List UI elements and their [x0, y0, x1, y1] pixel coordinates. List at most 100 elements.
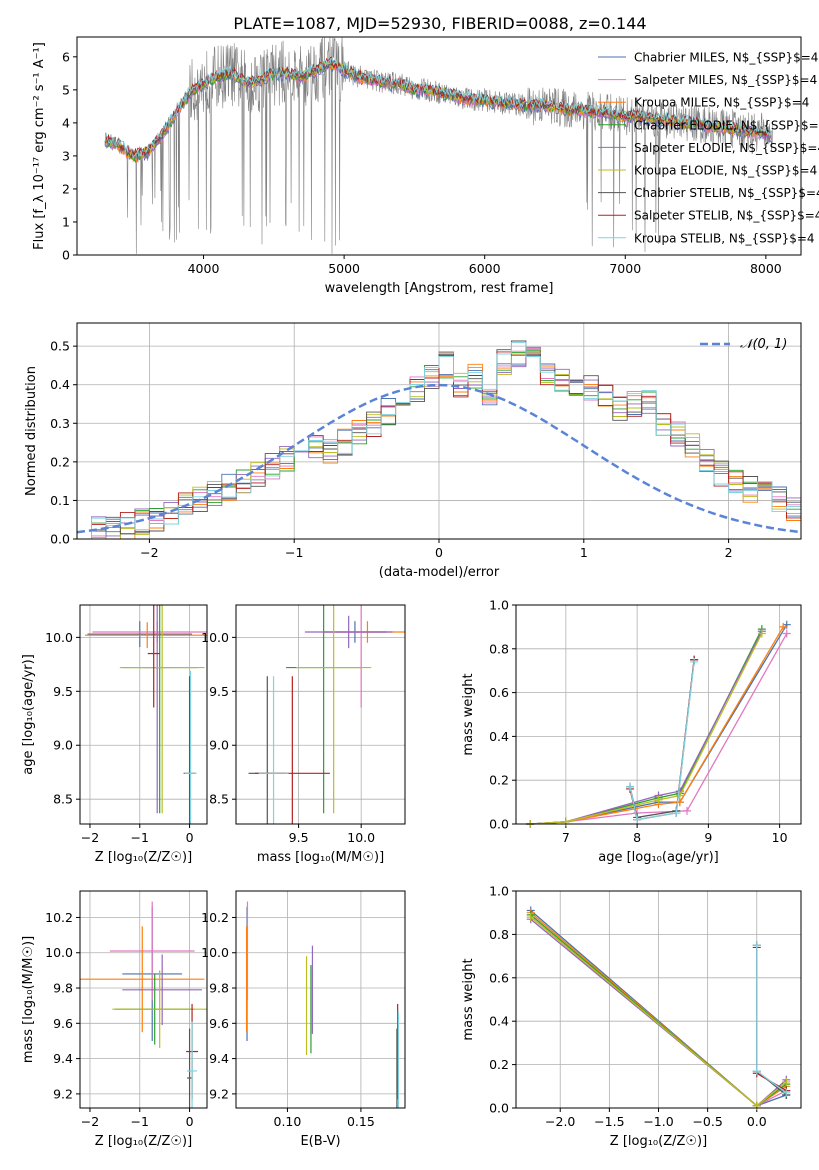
- x-tick-label: 9: [704, 830, 712, 845]
- legend-label-5: Kroupa ELODIE, N$_{SSP}$=4: [634, 164, 817, 178]
- x-axis-label: E(B-V): [300, 1134, 340, 1149]
- y-tick-label: 1: [62, 214, 70, 229]
- x-tick-label: 0: [186, 1114, 194, 1129]
- y-tick-label: 4: [62, 115, 70, 130]
- y-tick-label: 0.0: [489, 817, 509, 832]
- weight-marker: [782, 629, 791, 638]
- y-tick-label: 9.4: [209, 1051, 229, 1066]
- y-tick-label: 9.0: [53, 738, 73, 753]
- y-tick-label: 10.2: [201, 910, 229, 925]
- y-axis-label: age [log₁₀(age/yr)]: [21, 654, 36, 775]
- y-tick-label: 0.2: [50, 454, 70, 469]
- y-tick-label: 6: [62, 49, 70, 64]
- weight-marker: [752, 941, 761, 950]
- y-tick-label: 0.0: [50, 532, 70, 547]
- x-axis-label: Z [log₁₀(Z/Z☉)]: [610, 1134, 707, 1149]
- weight-line-6: [756, 945, 787, 1096]
- y-tick-label: 0.8: [489, 927, 509, 942]
- gaussian-legend-label: 𝒩(0, 1): [740, 337, 787, 352]
- panel-6: 0.10 0.15 9.2 9.4 9.6 9.8 10.0 10.2 E(B-V): [201, 890, 406, 1149]
- y-tick-label: 0.1: [50, 493, 70, 508]
- y-tick-label: 0: [62, 248, 70, 263]
- y-tick-label: 1.0: [489, 598, 509, 613]
- x-tick-label: 7: [562, 830, 570, 845]
- legend-label-3: Chabrier ELODIE, N$_{SSP}$=4: [634, 118, 819, 132]
- x-tick-label: 0.0: [747, 1114, 767, 1129]
- x-tick-label: 10: [772, 830, 788, 845]
- axes-frame: [235, 604, 406, 825]
- x-tick-label: 4000: [188, 261, 220, 276]
- y-axis-label: mass weight: [461, 958, 476, 1040]
- model-spectrum-8: [104, 58, 773, 159]
- y-tick-label: 9.2: [209, 1086, 229, 1101]
- x-tick-label: −2: [81, 1114, 99, 1129]
- y-tick-label: 8.5: [53, 792, 73, 807]
- x-tick-label: 0.10: [274, 1114, 302, 1129]
- x-tick-label: 9.5: [289, 830, 309, 845]
- x-tick-label: 10.0: [347, 830, 375, 845]
- axes-frame: [76, 322, 802, 540]
- x-tick-label: −1.5: [594, 1114, 624, 1129]
- panel-4: 7 8 9 10 0.0 0.2 0.4 0.6 0.8 1.0 age [log₁₀(age/yr…: [461, 598, 802, 865]
- y-tick-label: 0.4: [50, 377, 70, 392]
- y-tick-label: 1.0: [489, 884, 509, 899]
- panel-1: −2 −1 0 1 2 0.0 0.1 0.2 0.3 0.4 0.5 (data-model)/er…: [24, 322, 802, 580]
- y-tick-label: 9.5: [53, 684, 73, 699]
- x-tick-label: 6000: [469, 261, 501, 276]
- residual-hist-4: [77, 351, 801, 539]
- panel-2: −2 −1 0 8.5 9.0 9.5 10.0 Z [log₁₀(Z/Z☉)] age [lo…: [21, 604, 208, 865]
- x-axis-label: wavelength [Angstrom, rest frame]: [325, 281, 554, 296]
- y-tick-label: 10.0: [45, 630, 73, 645]
- y-tick-label: 9.5: [209, 684, 229, 699]
- x-tick-label: −2.0: [545, 1114, 575, 1129]
- weight-line-8: [629, 661, 695, 821]
- x-axis-label: Z [log₁₀(Z/Z☉)]: [95, 850, 192, 865]
- weight-line-7: [756, 947, 787, 1092]
- x-axis-label: mass [log₁₀(M/M☉)]: [257, 850, 384, 865]
- y-axis-label: mass [log₁₀(M/M☉)]: [21, 936, 36, 1063]
- panel-7: −2.0 −1.5 −1.0 −0.5 0.0 0.0 0.2 0.4 0.6 0.8 1.0 Z […: [461, 884, 802, 1149]
- y-tick-label: 0.6: [489, 685, 509, 700]
- y-tick-label: 3: [62, 148, 70, 163]
- residual-hist-3: [77, 350, 801, 539]
- x-axis-label: Z [log₁₀(Z/Z☉)]: [95, 1134, 192, 1149]
- x-tick-label: 8: [633, 830, 641, 845]
- weight-marker: [757, 629, 766, 638]
- x-tick-label: 2: [725, 545, 733, 560]
- y-axis-label: Flux [f_λ 10⁻¹⁷ erg cm⁻² s⁻¹ A⁻¹]: [32, 42, 47, 250]
- x-tick-label: 1: [580, 545, 588, 560]
- axes-frame: [515, 604, 802, 825]
- y-tick-label: 5: [62, 82, 70, 97]
- y-tick-label: 0.2: [489, 773, 509, 788]
- legend-label-1: Salpeter MILES, N$_{SSP}$=4: [634, 73, 817, 87]
- weight-marker: [782, 1077, 791, 1086]
- x-tick-label: 7000: [609, 261, 641, 276]
- y-tick-label: 10.0: [45, 945, 73, 960]
- y-tick-label: 0.0: [489, 1101, 509, 1116]
- weight-marker: [626, 782, 634, 791]
- y-tick-label: 0.5: [50, 339, 70, 354]
- weight-line-3: [530, 628, 763, 824]
- weight-marker: [782, 1088, 791, 1097]
- weight-marker: [779, 622, 788, 631]
- x-tick-label: 0.15: [347, 1114, 375, 1129]
- y-tick-label: 9.8: [209, 981, 229, 996]
- y-tick-label: 0.3: [50, 416, 70, 431]
- legend-label-4: Salpeter ELODIE, N$_{SSP}$=4: [634, 141, 819, 155]
- y-tick-label: 0.8: [489, 641, 509, 656]
- legend-label-2: Kroupa MILES, N$_{SSP}$=4: [634, 96, 809, 110]
- x-tick-label: 0: [186, 830, 194, 845]
- y-axis-label: mass weight: [461, 673, 476, 755]
- x-tick-label: 5000: [328, 261, 360, 276]
- y-tick-label: 0.4: [489, 729, 509, 744]
- figure-title: PLATE=1087, MJD=52930, FIBERID=0088, z=0…: [233, 14, 646, 33]
- panel-5: −2 −1 0 9.2 9.4 9.6 9.8 10.0 10.2 Z [log₁₀(Z/Z☉)]…: [21, 890, 208, 1149]
- gaussian-curve: [77, 383, 801, 534]
- x-axis-label: (data-model)/error: [379, 565, 500, 580]
- weight-marker: [526, 913, 535, 922]
- y-tick-label: 0.2: [489, 1057, 509, 1072]
- spectrum-legend: Chabrier MILES, N$_{SSP}$=4 Salpeter MILE…: [598, 51, 819, 245]
- legend-label-0: Chabrier MILES, N$_{SSP}$=4: [634, 51, 818, 65]
- y-tick-label: 9.6: [209, 1016, 229, 1031]
- y-tick-label: 9.6: [53, 1016, 73, 1031]
